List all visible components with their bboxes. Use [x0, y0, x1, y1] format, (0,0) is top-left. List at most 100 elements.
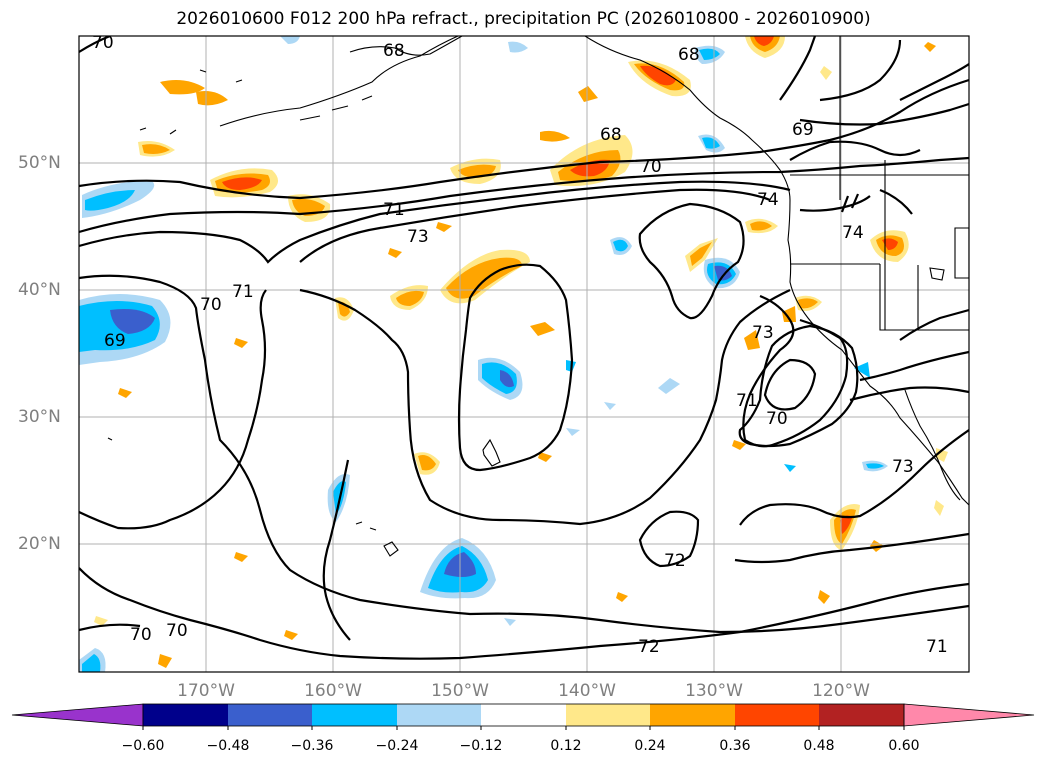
- lat-label: 30°N: [18, 407, 61, 427]
- precip-patch: [222, 177, 262, 190]
- precip-patch: [616, 592, 628, 602]
- colorbar-segment: [228, 704, 312, 726]
- contour-label: 70: [766, 409, 788, 429]
- precip-patch: [284, 630, 298, 640]
- colorbar-segment: [143, 704, 228, 726]
- contour-label: 71: [383, 200, 405, 220]
- colorbar: [11, 703, 1035, 730]
- colorbar-tick-label: −0.48: [206, 738, 250, 754]
- lon-label: 150°W: [431, 681, 489, 701]
- colorbar-segment: [735, 704, 819, 726]
- colorbar-segment: [819, 704, 904, 726]
- contour-label: 68: [678, 45, 700, 65]
- precip-patch: [782, 306, 796, 322]
- precip-patch: [840, 515, 852, 534]
- precip-patch: [818, 590, 830, 604]
- colorbar-tick-label: 0.12: [550, 738, 582, 754]
- precip-patch: [820, 66, 832, 80]
- precip-patch: [160, 80, 205, 95]
- colorbar-tick-label: 0.60: [888, 738, 920, 754]
- refractivity-contours: [79, 36, 969, 660]
- lon-label: 170°W: [177, 681, 235, 701]
- contour-label: 70: [200, 295, 222, 315]
- precip-patch: [538, 452, 552, 462]
- contour-label: 71: [232, 282, 254, 302]
- precip-patch: [110, 309, 155, 334]
- lat-label: 50°N: [18, 153, 61, 173]
- map-frame: [78, 35, 970, 673]
- precip-patch: [82, 654, 101, 672]
- precip-patch: [158, 654, 172, 668]
- colorbar-segment: [397, 704, 481, 726]
- colorbar-segment: [650, 704, 735, 726]
- precip-patch: [388, 248, 402, 258]
- contour-label: 70: [92, 33, 114, 53]
- map-title: 2026010600 F012 200 hPa refract., precip…: [176, 9, 871, 29]
- precip-patch: [784, 464, 796, 472]
- precip-patch: [924, 42, 936, 52]
- precip-patch: [280, 36, 300, 44]
- contour-label: 74: [842, 223, 864, 243]
- contour-label: 68: [600, 125, 622, 145]
- precip-patch: [570, 159, 610, 177]
- precip-patch: [234, 338, 248, 348]
- colorbar-extend-max: [903, 703, 1035, 727]
- precip-patch: [418, 455, 436, 471]
- gridlines: [79, 36, 969, 672]
- colorbar-tick-label: 0.24: [634, 738, 666, 754]
- precip-patch: [118, 388, 132, 398]
- contour-label: 71: [736, 391, 758, 411]
- precip-patch: [234, 552, 248, 562]
- contour-label: 73: [407, 227, 429, 247]
- colorbar-segment: [566, 704, 650, 726]
- lat-label: 40°N: [18, 280, 61, 300]
- precip-patch: [702, 137, 720, 149]
- contour-label: 70: [130, 625, 152, 645]
- precip-patch: [504, 618, 516, 626]
- precip-patch: [578, 86, 598, 102]
- colorbar-tick-label: −0.24: [375, 738, 419, 754]
- colorbar-segment: [312, 704, 397, 726]
- precip-patch: [754, 36, 774, 46]
- precip-patch: [530, 322, 555, 336]
- colorbar-tick-label: 0.48: [803, 738, 835, 754]
- precip-patch: [94, 616, 108, 626]
- precip-patch: [699, 48, 720, 60]
- precip-patch: [500, 370, 514, 388]
- colorbar-extend-min: [11, 703, 144, 727]
- lon-label: 160°W: [304, 681, 362, 701]
- contour-label: 74: [757, 190, 779, 210]
- precip-patch: [690, 242, 712, 266]
- lon-label: 120°W: [812, 681, 870, 701]
- contour-label: 72: [664, 551, 686, 571]
- precip-patch: [436, 222, 452, 232]
- precip-patch: [540, 130, 570, 142]
- precip-patch: [658, 378, 680, 394]
- colorbar-segment: [481, 704, 566, 726]
- precip-patch: [732, 440, 746, 450]
- contour-label: 70: [640, 157, 662, 177]
- contour-label: 68: [383, 41, 405, 61]
- lat-label: 20°N: [18, 534, 61, 554]
- contour-label: 69: [792, 120, 814, 140]
- contour-label: 69: [104, 331, 126, 351]
- precip-patch: [744, 330, 760, 350]
- contour-labels: 70 68 68 68 69 70 71 73 74 74 71 70 69 7…: [92, 33, 948, 657]
- precip-patch: [566, 428, 580, 436]
- precip-shading: [79, 36, 948, 672]
- colorbar-tick-label: −0.60: [121, 738, 165, 754]
- contour-label: 71: [926, 637, 948, 657]
- colorbar-tick-label: 0.36: [719, 738, 751, 754]
- precip-patch: [196, 91, 228, 106]
- precip-patch: [604, 402, 616, 410]
- precip-patch: [750, 221, 772, 231]
- precip-patch: [613, 239, 628, 252]
- contour-label: 73: [892, 457, 914, 477]
- colorbar-tick-label: −0.36: [290, 738, 334, 754]
- contour-label: 70: [166, 621, 188, 641]
- precip-patch: [640, 65, 676, 86]
- colorbar-frame: [142, 703, 905, 727]
- colorbar-tick-label: −0.12: [459, 738, 503, 754]
- precip-patch: [85, 190, 135, 211]
